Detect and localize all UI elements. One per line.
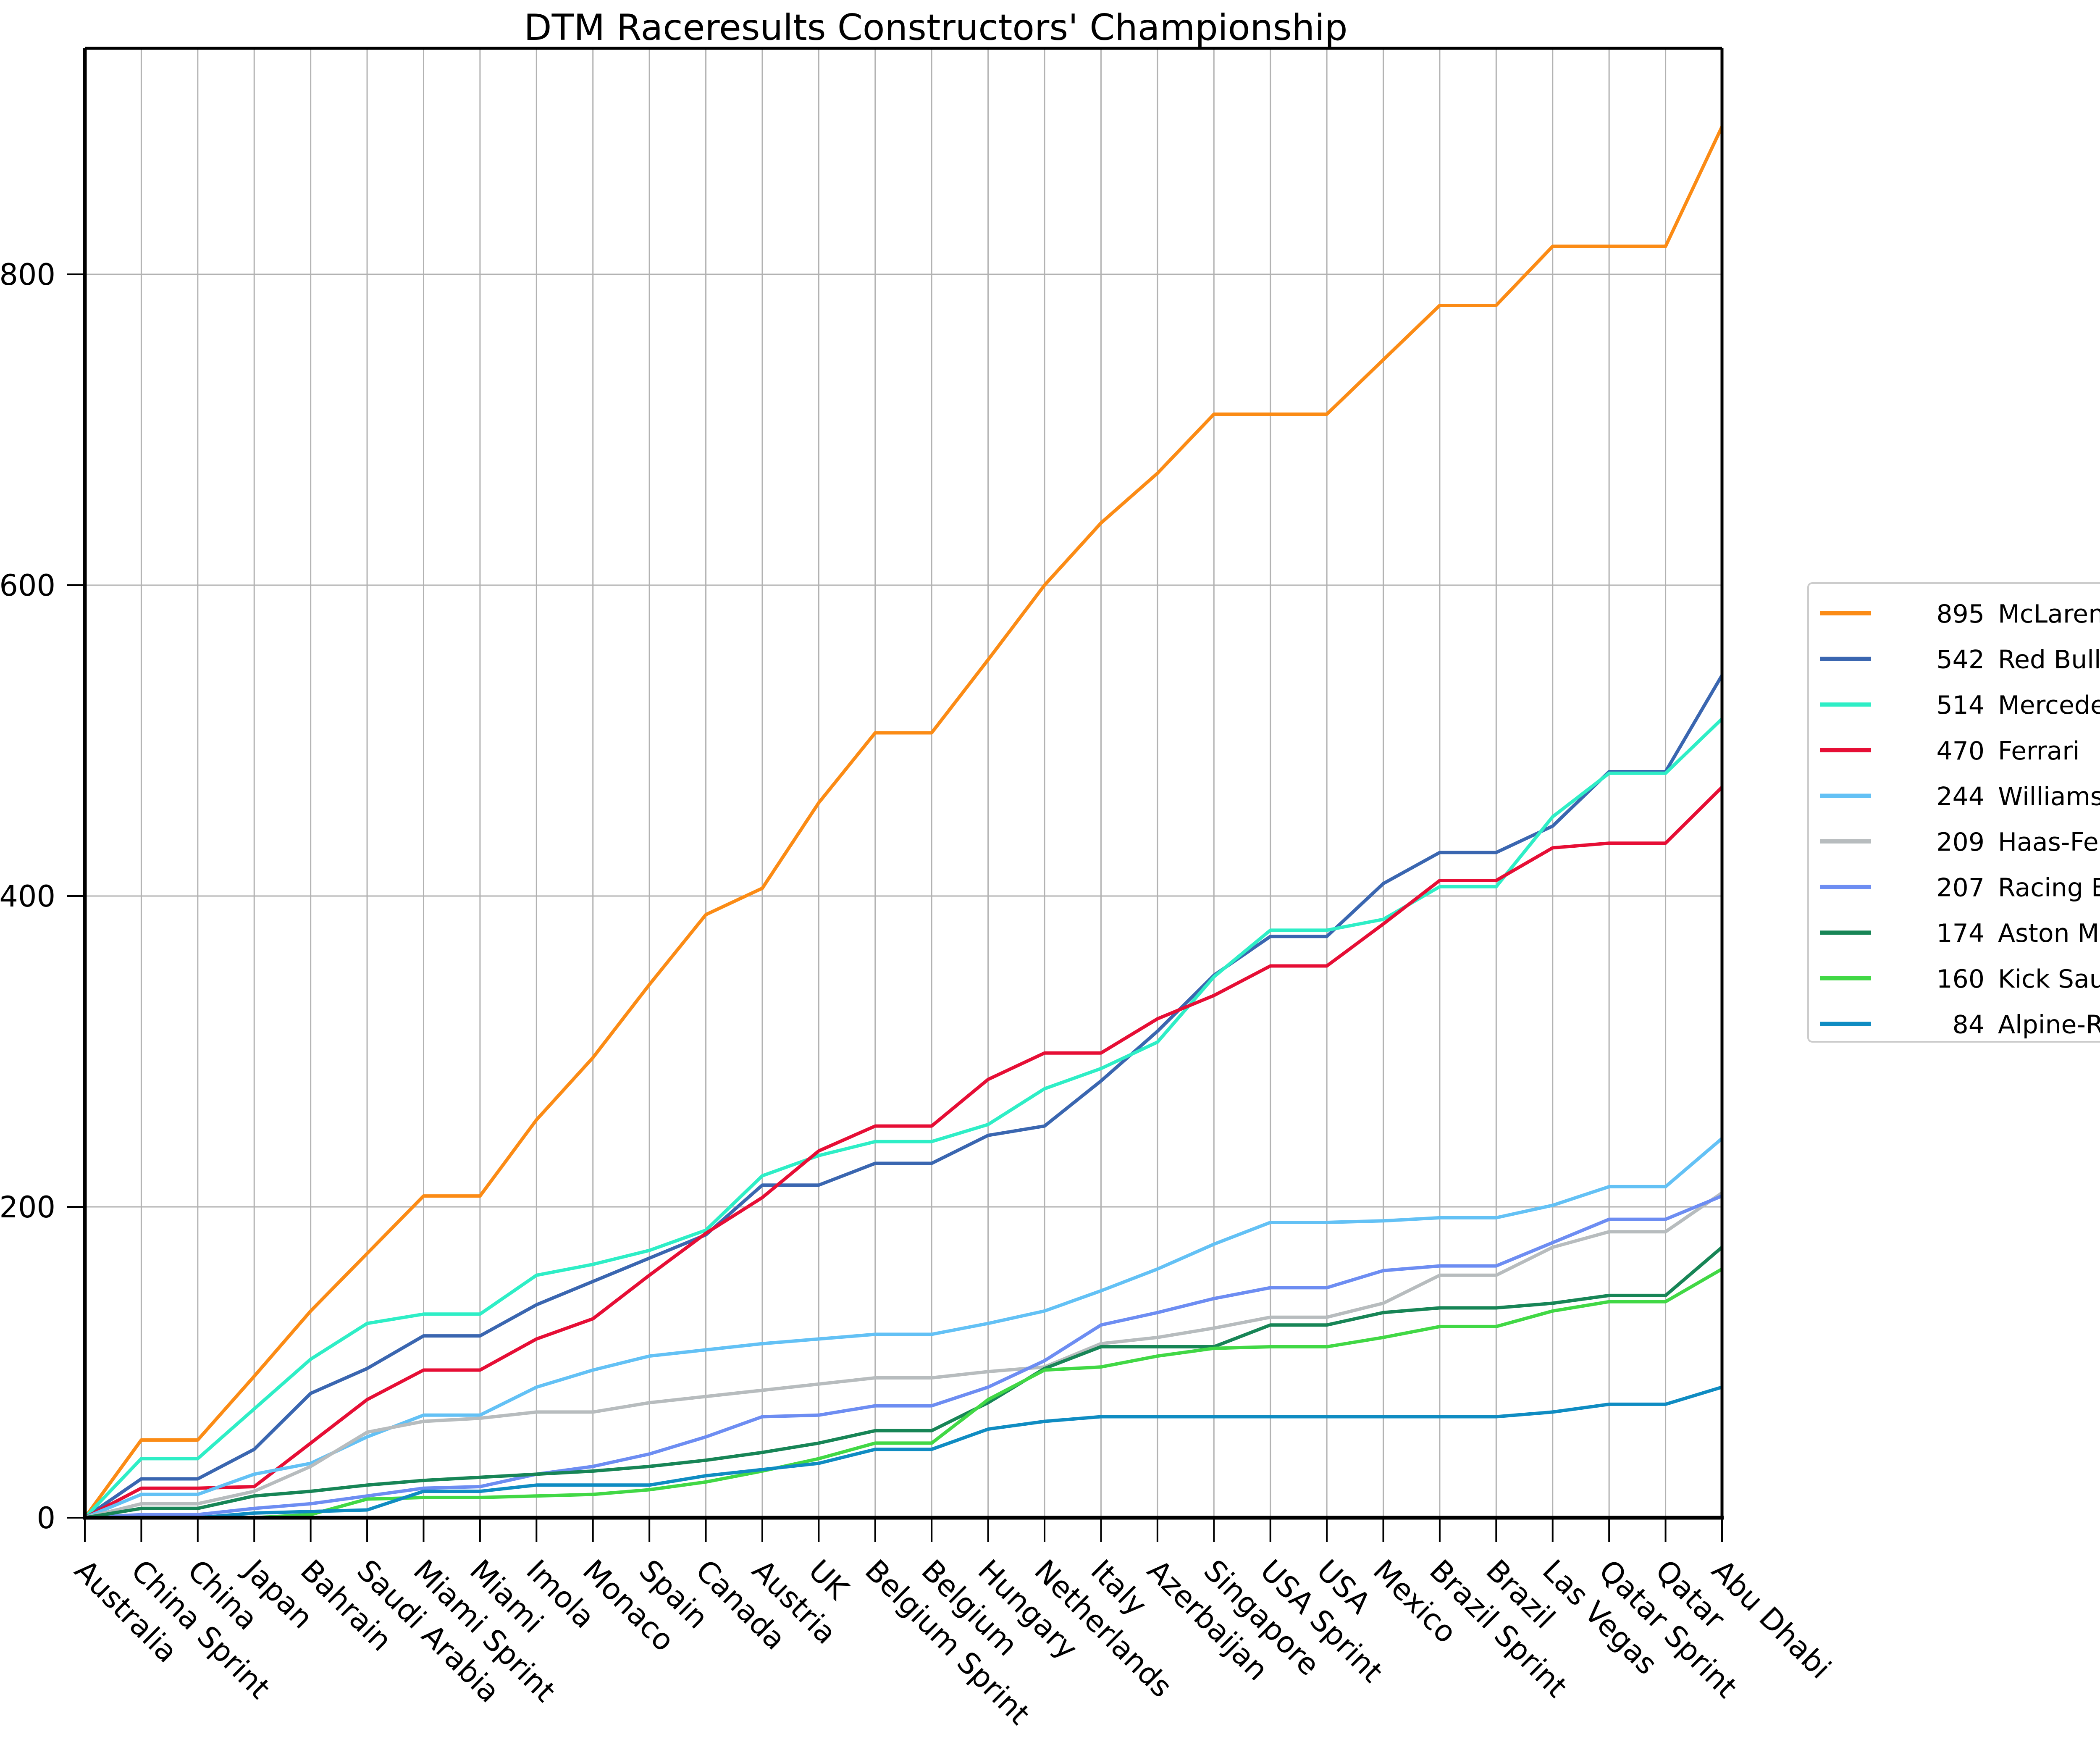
legend-points-value: 895: [1936, 599, 1984, 629]
series-line-aston-martin-aramco-mercedes: [84, 1246, 1723, 1519]
legend-item: 895 McLaren-Mercedes: [1820, 599, 2100, 629]
legend-team-name: McLaren-Mercedes: [1998, 599, 2100, 629]
grid-layer: [84, 48, 1723, 1518]
legend-team-name: Kick Sauber-Ferrari: [1998, 964, 2100, 994]
legend-points-value: 244: [1936, 782, 1984, 811]
y-axis-tick-label: 0: [37, 1501, 55, 1535]
legend-item: 209 Haas-Ferrari: [1820, 828, 2100, 857]
series-layer: [83, 126, 1724, 1519]
chart-title: DTM Raceresults Constructors' Championsh…: [524, 7, 1347, 49]
legend-points-value: 160: [1936, 964, 1984, 994]
legend-points-value: 174: [1936, 919, 1984, 948]
series-line-racing-bulls-honda-rbpt: [84, 1194, 1723, 1519]
legend-item: 207 Racing Bulls-Honda RBPT: [1820, 873, 2100, 903]
legend-points-value: 470: [1936, 736, 1984, 766]
legend-team-name: Williams-Mercedes: [1998, 782, 2100, 811]
y-axis-tick-label: 400: [0, 879, 55, 914]
y-axis-tick-label: 800: [0, 258, 55, 292]
series-line-mercedes: [84, 717, 1723, 1519]
legend-team-name: Haas-Ferrari: [1998, 828, 2100, 857]
legend-team-name: Aston Martin Aramco-Mercedes: [1998, 919, 2100, 948]
legend-item: 514 Mercedes: [1820, 691, 2100, 720]
legend-points-value: 84: [1953, 1010, 1984, 1039]
legend-points-value: 209: [1936, 828, 1984, 857]
legend-points-value: 542: [1936, 645, 1984, 675]
legend-team-name: Racing Bulls-Honda RBPT: [1998, 873, 2100, 903]
legend-team-name: Ferrari: [1998, 736, 2080, 766]
legend-team-name: Red Bull Racing-Honda RBPT: [1998, 645, 2100, 675]
series-line-williams-mercedes: [84, 1137, 1723, 1519]
series-line-mclaren-mercedes: [83, 126, 1724, 1519]
series-line-kick-sauber-ferrari: [85, 1267, 1723, 1519]
legend: 895 McLaren-Mercedes 542 Red Bull Racing-Ho…: [1807, 582, 2100, 1043]
y-axis-tick-label: 600: [0, 568, 55, 603]
legend-points-value: 207: [1936, 873, 1984, 903]
y-axis-tick-label: 200: [0, 1190, 55, 1225]
series-line-ferrari: [84, 786, 1723, 1519]
legend-team-name: Mercedes: [1998, 691, 2100, 720]
series-line-alpine-renault: [85, 1385, 1723, 1519]
legend-item: 470 Ferrari: [1820, 736, 2080, 766]
legend-item: 160 Kick Sauber-Ferrari: [1820, 964, 2100, 994]
legend-item: 244 Williams-Mercedes: [1820, 782, 2100, 811]
legend-item: 542 Red Bull Racing-Honda RBPT: [1820, 645, 2100, 675]
legend-team-name: Alpine-Renault: [1998, 1010, 2100, 1039]
series-line-haas-ferrari: [84, 1191, 1723, 1519]
legend-item: 174 Aston Martin Aramco-Mercedes: [1820, 919, 2100, 948]
legend-points-value: 514: [1936, 691, 1984, 720]
axes-frame: [83, 47, 1724, 1520]
legend-box: [1807, 582, 2100, 1043]
legend-item: 84 Alpine-Renault: [1820, 1010, 2100, 1039]
series-line-red-bull-racing-honda-rbpt: [84, 674, 1724, 1519]
